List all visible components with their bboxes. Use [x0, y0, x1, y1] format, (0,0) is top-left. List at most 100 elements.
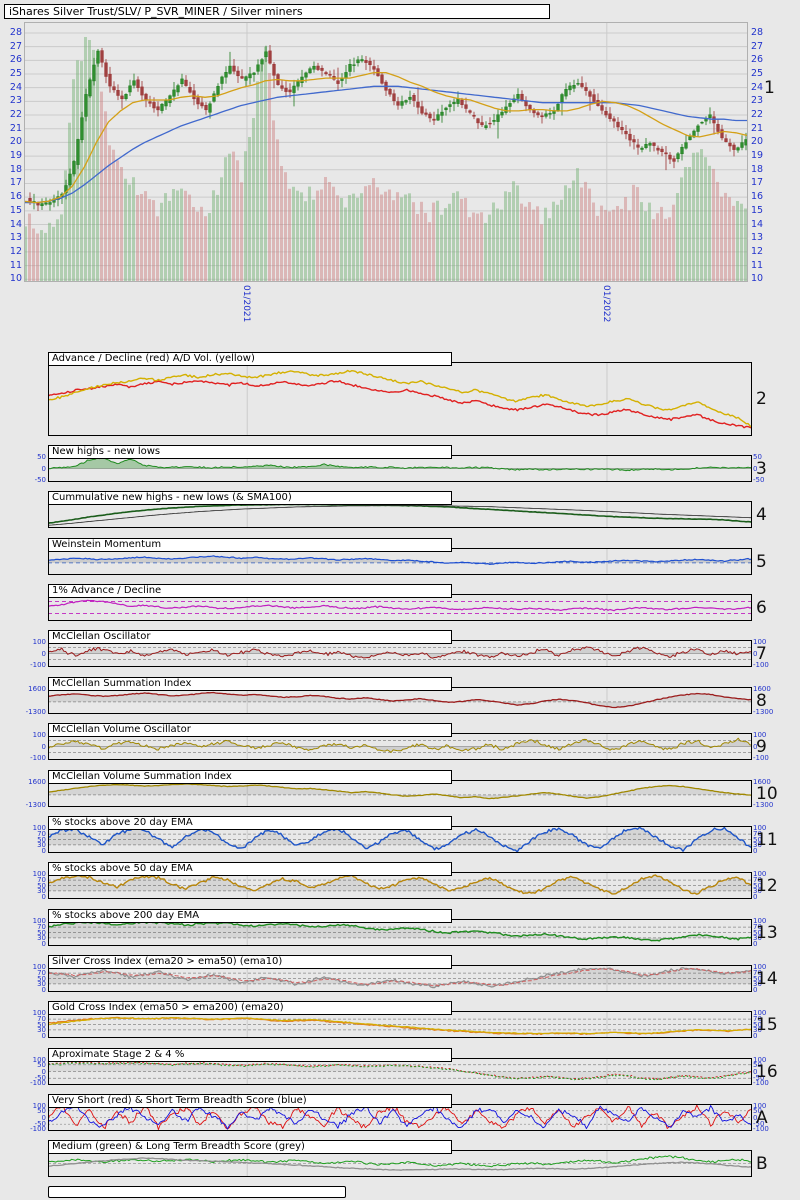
y-tick-label: -100 [30, 754, 46, 762]
y-tick-label: 50 [753, 974, 762, 983]
y-tick-label: 100 [32, 1102, 46, 1110]
symbol-input[interactable]: iShares Silver Trust/SLV/ P_SVR_MINER / … [4, 4, 550, 19]
panel-3-index-label: 3 [756, 458, 767, 479]
price-tick-label: 21 [9, 122, 22, 134]
y-tick-label: 0 [41, 649, 46, 658]
y-tick-label: -50 [34, 1120, 46, 1129]
y-tick-label: 0 [753, 847, 758, 855]
main-price-chart[interactable] [24, 22, 748, 282]
price-tick-label: 16 [751, 191, 764, 203]
price-tick-label: 20 [9, 136, 22, 148]
y-tick-label: 50 [37, 1106, 46, 1115]
panel-7-chart[interactable] [48, 640, 752, 667]
panel-10-chart[interactable] [48, 780, 752, 807]
panel-2-title: Advance / Decline (red) A/D Vol. (yellow… [48, 352, 452, 366]
panel-8-chart[interactable] [48, 687, 752, 714]
panel-8-index-label: 8 [756, 690, 767, 711]
panel-7-index-label: 7 [756, 643, 767, 664]
panel-5-title: Weinstein Momentum [48, 538, 452, 552]
price-tick-label: 20 [751, 136, 764, 148]
panel-15-title: Gold Cross Index (ema50 > ema200) (ema20… [48, 1001, 452, 1015]
panel-6-index-label: 6 [756, 597, 767, 618]
price-tick-label: 24 [751, 81, 764, 93]
y-tick-label: 0 [41, 742, 46, 751]
y-tick-label: 50 [753, 881, 762, 890]
panel-13-chart[interactable] [48, 919, 752, 946]
panel-14-chart[interactable] [48, 965, 752, 992]
price-tick-label: 11 [9, 259, 22, 271]
y-tick-label: 70 [753, 876, 762, 885]
y-tick-label: -1300 [25, 708, 46, 716]
price-tick-label: 26 [9, 54, 22, 66]
price-tick-label: 14 [751, 218, 764, 230]
price-tick-label: 22 [9, 109, 22, 121]
y-tick-label: 30 [37, 886, 46, 895]
panel-2-chart[interactable] [48, 362, 752, 436]
panel-15-chart[interactable] [48, 1011, 752, 1038]
y-tick-label: 70 [753, 923, 762, 932]
panel-6-chart[interactable] [48, 594, 752, 621]
price-tick-label: 15 [9, 204, 22, 216]
panel-11-chart[interactable] [48, 826, 752, 853]
panel-B-chart[interactable] [48, 1150, 752, 1177]
y-tick-label: 1600 [28, 778, 46, 786]
panel-16-chart[interactable] [48, 1058, 752, 1085]
y-tick-label: 100 [753, 824, 767, 832]
y-tick-label: 30 [37, 1025, 46, 1034]
horizontal-scrollbar-thumb[interactable] [48, 1186, 346, 1198]
y-tick-label: 100 [753, 917, 767, 925]
y-tick-label: -100 [30, 1125, 46, 1133]
panel-16-index-label: 16 [756, 1061, 778, 1082]
panel-12-chart[interactable] [48, 872, 752, 899]
panel-11-title: % stocks above 20 day EMA [48, 816, 452, 830]
panel-4-chart[interactable] [48, 501, 752, 528]
price-tick-label: 12 [9, 245, 22, 257]
y-tick-label: -50 [34, 476, 46, 484]
panel-5-index-label: 5 [756, 551, 767, 572]
panel-3-chart[interactable] [48, 455, 752, 482]
y-tick-label: -100 [753, 1125, 769, 1133]
y-tick-label: 30 [37, 979, 46, 988]
panel-8-title: McClellan Summation Index [48, 677, 452, 691]
panel-14-title: Silver Cross Index (ema20 > ema50) (ema1… [48, 955, 452, 969]
price-tick-label: 23 [751, 95, 764, 107]
panel-10-title: McClellan Volume Summation Index [48, 770, 452, 784]
y-tick-label: 0 [753, 649, 758, 658]
panel-15-index-label: 15 [756, 1014, 778, 1035]
y-tick-label: 0 [753, 742, 758, 751]
y-tick-label: 50 [753, 928, 762, 937]
price-tick-label: 26 [751, 54, 764, 66]
y-tick-label: 100 [32, 824, 46, 832]
y-tick-label: 70 [37, 1015, 46, 1024]
panel-9-chart[interactable] [48, 733, 752, 760]
panel-4-title: Cummulative new highs - new lows (& SMA1… [48, 491, 452, 505]
y-tick-label: 0 [753, 464, 758, 473]
y-tick-label: 70 [37, 923, 46, 932]
price-tick-label: 14 [9, 218, 22, 230]
panel-5-chart[interactable] [48, 548, 752, 575]
panel-9-title: McClellan Volume Oscillator [48, 723, 452, 737]
y-tick-label: 50 [37, 453, 46, 461]
y-tick-label: 50 [753, 1020, 762, 1029]
y-tick-label: -50 [753, 1074, 765, 1083]
panel-A-chart[interactable] [48, 1104, 752, 1131]
panel-12-index-label: 12 [756, 875, 778, 896]
price-tick-label: 16 [9, 191, 22, 203]
panel-A-title: Very Short (red) & Short Term Breadth Sc… [48, 1094, 452, 1108]
y-tick-label: 0 [753, 1032, 758, 1040]
price-tick-label: 27 [751, 40, 764, 52]
y-tick-label: 100 [753, 1102, 767, 1110]
y-tick-label: 30 [753, 933, 762, 942]
panel-12-title: % stocks above 50 day EMA [48, 862, 452, 876]
y-tick-label: 1600 [753, 778, 771, 786]
price-tick-label: 12 [751, 245, 764, 257]
y-tick-label: 0 [753, 940, 758, 948]
y-tick-label: 100 [32, 870, 46, 878]
price-tick-label: 18 [751, 163, 764, 175]
price-tick-label: 27 [9, 40, 22, 52]
price-tick-label: 28 [751, 26, 764, 38]
y-tick-label: -100 [753, 661, 769, 669]
y-tick-label: 50 [37, 835, 46, 844]
y-tick-label: 0 [41, 464, 46, 473]
